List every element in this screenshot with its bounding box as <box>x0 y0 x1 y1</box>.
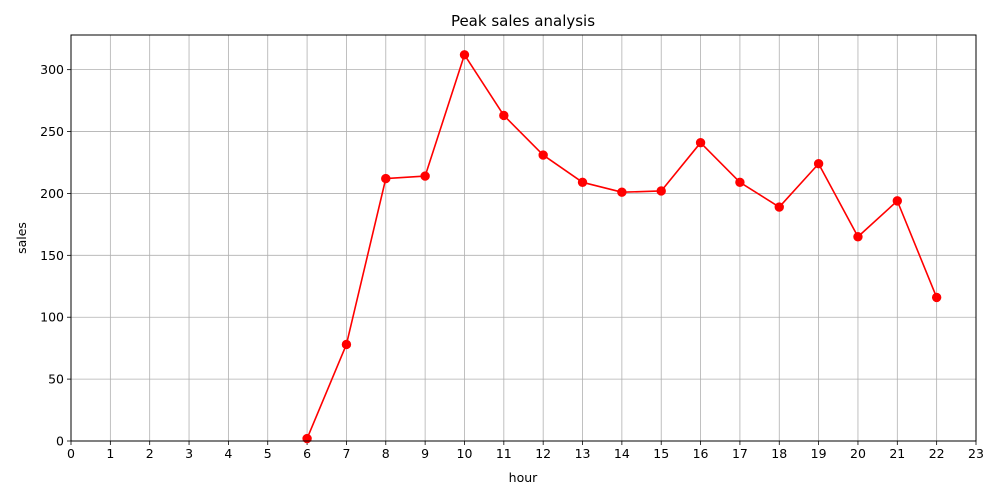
x-tick-label: 13 <box>575 446 591 461</box>
x-tick-label: 20 <box>850 446 866 461</box>
data-point <box>813 159 824 169</box>
data-point <box>577 177 588 187</box>
x-tick-label: 21 <box>889 446 905 461</box>
x-tick-label: 11 <box>496 446 512 461</box>
data-point <box>774 202 784 212</box>
x-tick-label: 2 <box>146 446 154 461</box>
data-point <box>538 150 548 160</box>
data-point <box>892 196 903 206</box>
data-point <box>459 50 470 60</box>
data-point <box>341 339 352 350</box>
x-tick-label: 18 <box>771 446 787 461</box>
plot-frame <box>70 34 977 442</box>
data-point <box>499 110 509 121</box>
x-tick-label: 5 <box>264 446 272 461</box>
y-tick-label: 250 <box>40 124 64 139</box>
x-tick-label: 22 <box>929 446 945 461</box>
x-tick-label: 23 <box>968 446 984 461</box>
x-tick-label: 16 <box>693 446 709 461</box>
x-tick-label: 3 <box>185 446 193 461</box>
x-tick-label: 17 <box>732 446 748 461</box>
data-point <box>695 137 706 148</box>
data-point <box>381 173 391 184</box>
y-tick-label: 100 <box>40 310 64 325</box>
x-tick-label: 15 <box>653 446 669 461</box>
chart-title: Peak sales analysis <box>451 12 595 30</box>
data-point <box>617 187 627 197</box>
x-tick-label: 14 <box>614 446 630 461</box>
data-point <box>656 186 666 196</box>
x-tick-label: 8 <box>382 446 390 461</box>
data-point <box>420 171 430 181</box>
x-axis-ticks: 0 1 2 3 4 5 6 7 8 9 10 11 12 13 14 15 16 17 18 19 20 21 22 23 <box>67 441 984 461</box>
x-tick-label: 4 <box>224 446 232 461</box>
x-axis-label: hour <box>509 470 538 485</box>
x-tick-label: 7 <box>342 446 350 461</box>
y-tick-label: 200 <box>40 186 64 201</box>
y-axis-ticks: 0 50 100 150 200 250 300 <box>40 62 71 449</box>
x-tick-label: 19 <box>811 446 827 461</box>
y-tick-label: 300 <box>40 62 64 77</box>
y-tick-label: 0 <box>56 434 64 449</box>
x-tick-label: 6 <box>303 446 311 461</box>
data-point <box>931 292 942 303</box>
grid-lines <box>70 35 977 442</box>
y-axis-label: sales <box>14 222 29 254</box>
data-point <box>853 232 863 242</box>
x-tick-label: 0 <box>67 446 75 461</box>
y-tick-label: 150 <box>40 248 64 263</box>
data-series <box>302 50 942 444</box>
x-tick-label: 9 <box>421 446 429 461</box>
x-tick-label: 10 <box>457 446 473 461</box>
x-tick-label: 12 <box>535 446 551 461</box>
data-point <box>735 177 745 187</box>
x-tick-label: 1 <box>106 446 114 461</box>
y-tick-label: 50 <box>48 372 64 387</box>
